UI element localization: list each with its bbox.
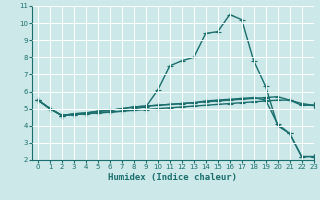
X-axis label: Humidex (Indice chaleur): Humidex (Indice chaleur) [108,173,237,182]
